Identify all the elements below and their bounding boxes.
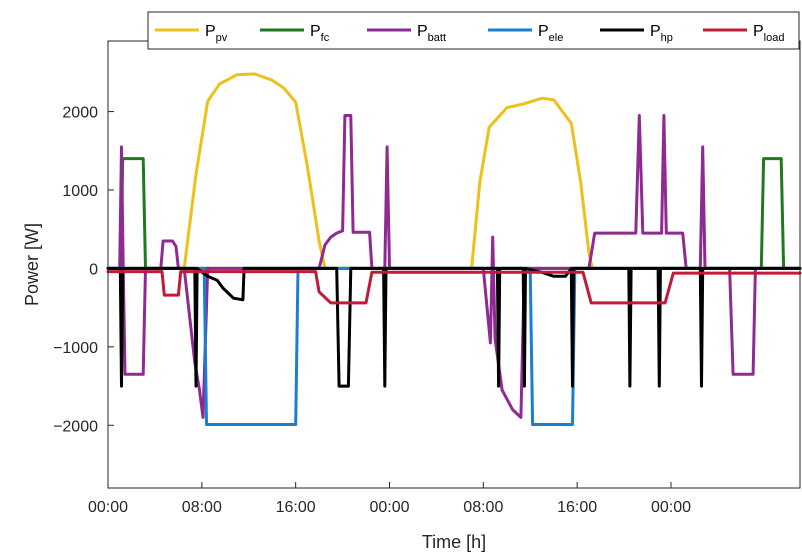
legend-label-fc: Pfc bbox=[310, 23, 330, 44]
legend: Ppv Pfc Pbatt Pele Php Pload bbox=[147, 11, 800, 50]
legend-label-batt: Pbatt bbox=[417, 23, 446, 44]
y-axis-title: Power [W] bbox=[22, 223, 42, 306]
x-tick-label: 00:00 bbox=[88, 499, 128, 516]
x-axis-ticks: 00:00 08:00 16:00 00:00 08:00 16:00 00:00 bbox=[88, 482, 691, 516]
series-line-hp bbox=[106, 266, 802, 388]
x-tick-label: 08:00 bbox=[463, 499, 503, 516]
series-line-batt bbox=[106, 114, 802, 419]
y-tick-label: −1000 bbox=[53, 340, 98, 357]
legend-label-hp: Php bbox=[650, 23, 673, 44]
x-tick-label: 16:00 bbox=[557, 499, 597, 516]
y-tick-label: −2000 bbox=[53, 418, 98, 435]
x-tick-label: 16:00 bbox=[276, 499, 316, 516]
legend-label-load: Pload bbox=[753, 23, 784, 44]
y-tick-label: 0 bbox=[89, 261, 98, 278]
x-axis-title: Time [h] bbox=[422, 532, 486, 552]
y-axis-ticks: −2000 −1000 0 1000 2000 bbox=[53, 105, 114, 435]
legend-label-ele: Pele bbox=[538, 23, 563, 44]
series-layer bbox=[106, 72, 802, 426]
y-tick-label: 2000 bbox=[62, 105, 98, 122]
legend-label-pv: Ppv bbox=[205, 23, 228, 44]
x-tick-label: 00:00 bbox=[369, 499, 409, 516]
x-tick-label: 00:00 bbox=[651, 499, 691, 516]
series-line-load bbox=[106, 270, 802, 305]
legend-box bbox=[147, 11, 800, 50]
x-tick-label: 08:00 bbox=[182, 499, 222, 516]
y-tick-label: 1000 bbox=[62, 183, 98, 200]
